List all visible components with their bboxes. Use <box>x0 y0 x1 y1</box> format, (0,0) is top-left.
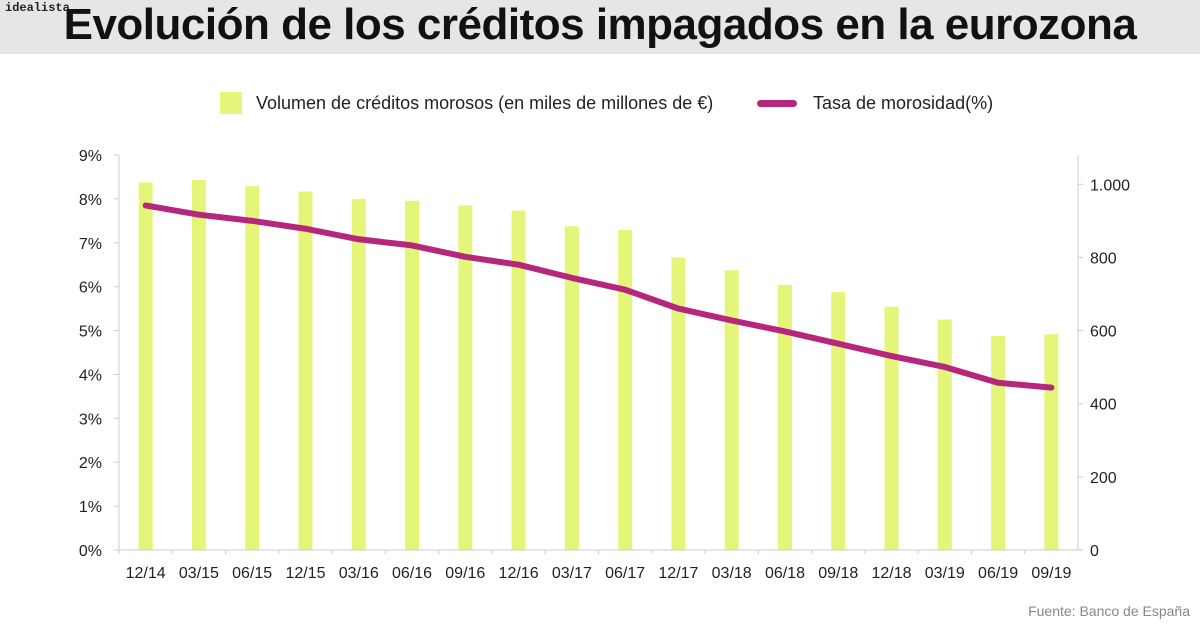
legend-bar-label: Volumen de créditos morosos (en miles de… <box>256 93 714 113</box>
line-point <box>836 342 840 346</box>
bar <box>458 205 473 550</box>
legend-line-swatch <box>757 100 797 107</box>
y-right-tick-label: 200 <box>1090 470 1117 487</box>
bar <box>831 292 846 550</box>
bar <box>405 200 420 550</box>
legend-line-label: Tasa de morosidad(%) <box>813 93 994 113</box>
line-point <box>1049 386 1053 390</box>
brand-logo: idealista <box>5 1 70 15</box>
y-right-tick-label: 800 <box>1090 250 1117 267</box>
y-right-tick-label: 600 <box>1090 324 1117 341</box>
y-left-tick-label: 0% <box>79 543 102 560</box>
legend-bar-swatch <box>220 92 242 114</box>
bar <box>884 306 899 550</box>
bar <box>511 210 526 550</box>
bar <box>245 186 260 551</box>
line-point <box>890 354 894 358</box>
y-left-tick-label: 4% <box>79 367 102 384</box>
bar <box>298 191 313 550</box>
header-band <box>0 0 1200 54</box>
line-point <box>144 203 148 207</box>
x-tick-label: 06/19 <box>978 565 1018 582</box>
bar <box>618 229 633 550</box>
line-point <box>250 219 254 223</box>
x-tick-label: 03/18 <box>712 565 752 582</box>
source-note: Fuente: Banco de España <box>1028 603 1190 619</box>
y-left-tick-label: 9% <box>79 148 102 165</box>
line-point <box>943 365 947 369</box>
line-point <box>463 255 467 259</box>
line-point <box>996 381 1000 385</box>
x-tick-label: 06/17 <box>605 565 645 582</box>
line-point <box>623 288 627 292</box>
bar <box>937 319 952 550</box>
y-right-tick-label: 0 <box>1090 543 1099 560</box>
x-tick-label: 06/16 <box>392 565 432 582</box>
x-tick-label: 12/14 <box>126 565 166 582</box>
x-tick-label: 03/15 <box>179 565 219 582</box>
y-left-tick-label: 6% <box>79 280 102 297</box>
x-tick-label: 03/16 <box>339 565 379 582</box>
x-tick-label: 12/18 <box>872 565 912 582</box>
line-point <box>303 227 307 231</box>
line-point <box>676 307 680 311</box>
line-point <box>197 213 201 217</box>
x-tick-label: 03/17 <box>552 565 592 582</box>
x-tick-label: 12/17 <box>658 565 698 582</box>
x-tick-label: 09/16 <box>445 565 485 582</box>
bar <box>724 270 739 550</box>
chart-title: Evolución de los créditos impagados en l… <box>63 0 1137 49</box>
y-left-tick-label: 3% <box>79 411 102 428</box>
bar <box>777 284 792 550</box>
line-point <box>783 329 787 333</box>
line-point <box>410 243 414 247</box>
line-point <box>357 237 361 241</box>
bar <box>564 226 579 550</box>
y-left-tick-label: 1% <box>79 499 102 516</box>
x-tick-label: 12/15 <box>285 565 325 582</box>
y-right-tick-label: 1.000 <box>1090 177 1130 194</box>
bar <box>991 336 1006 550</box>
y-right-tick-label: 400 <box>1090 397 1117 414</box>
y-left-tick-label: 7% <box>79 236 102 253</box>
series-line-tasa <box>142 202 1055 391</box>
x-tick-label: 09/19 <box>1031 565 1071 582</box>
bar <box>351 198 366 550</box>
x-tick-label: 06/18 <box>765 565 805 582</box>
y-left-tick-label: 2% <box>79 455 102 472</box>
x-tick-label: 09/18 <box>818 565 858 582</box>
line-point <box>517 263 521 267</box>
bar <box>191 179 206 551</box>
line-point <box>570 276 574 280</box>
y-left-tick-label: 8% <box>79 192 102 209</box>
x-tick-label: 03/19 <box>925 565 965 582</box>
bar <box>671 257 686 550</box>
bar <box>1044 334 1059 550</box>
x-tick-label: 12/16 <box>499 565 539 582</box>
chart-legend: Volumen de créditos morosos (en miles de… <box>0 90 1200 116</box>
line-point <box>730 318 734 322</box>
bar <box>138 182 153 551</box>
y-left-tick-label: 5% <box>79 324 102 341</box>
x-tick-label: 06/15 <box>232 565 272 582</box>
